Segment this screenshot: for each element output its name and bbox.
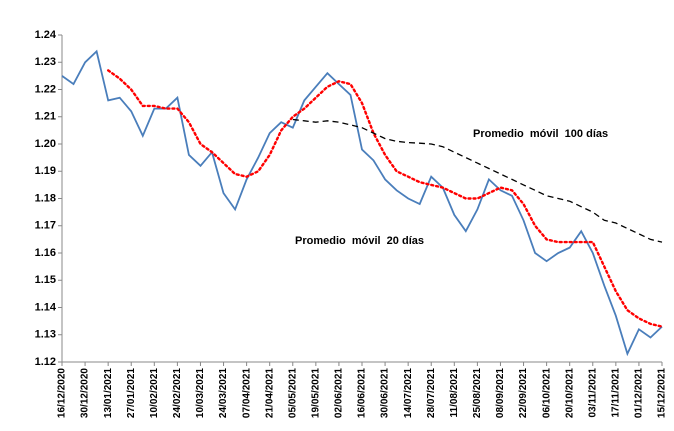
x-tick-label: 10/02/2021	[149, 368, 160, 418]
x-tick-label: 30/06/2021	[380, 368, 391, 418]
y-tick-label: 1.23	[35, 56, 56, 68]
x-tick-label: 17/11/2021	[610, 368, 621, 418]
y-tick-label: 1.22	[35, 83, 56, 95]
y-tick-label: 1.12	[35, 356, 56, 368]
x-tick-label: 22/09/2021	[518, 368, 529, 418]
series-label: Promedio móvil 20 días	[295, 235, 424, 247]
series-line	[107, 69, 664, 328]
x-tick-label: 19/05/2021	[310, 368, 321, 418]
x-tick-label: 16/12/2020	[57, 368, 68, 418]
x-tick-label: 02/06/2021	[334, 368, 345, 418]
x-tick-label: 05/05/2021	[287, 368, 298, 418]
x-tick-label: 21/04/2021	[264, 368, 275, 418]
y-tick-label: 1.20	[35, 138, 56, 150]
y-tick-label: 1.14	[35, 301, 57, 313]
x-tick-label: 13/01/2021	[103, 368, 114, 418]
x-tick-label: 07/04/2021	[241, 368, 252, 418]
x-tick-label: 27/01/2021	[126, 368, 137, 418]
y-tick-label: 1.17	[35, 220, 56, 232]
x-tick-label: 10/03/2021	[195, 368, 206, 418]
x-tick-label: 30/12/2020	[80, 368, 91, 418]
x-tick-label: 06/10/2021	[541, 368, 552, 418]
x-tick-label: 11/08/2021	[449, 368, 460, 418]
x-tick-label: 03/11/2021	[587, 368, 598, 418]
y-tick-label: 1.18	[35, 192, 56, 204]
x-tick-label: 16/06/2021	[357, 368, 368, 418]
y-tick-label: 1.24	[35, 29, 57, 41]
y-tick-label: 1.16	[35, 247, 56, 259]
y-tick-label: 1.19	[35, 165, 56, 177]
y-tick-label: 1.15	[35, 274, 56, 286]
x-tick-label: 15/12/2021	[657, 368, 668, 418]
x-tick-label: 24/02/2021	[172, 368, 183, 418]
y-tick-label: 1.13	[35, 329, 56, 341]
x-tick-label: 14/07/2021	[403, 368, 414, 418]
x-tick-label: 20/10/2021	[564, 368, 575, 418]
x-tick-label: 24/03/2021	[218, 368, 229, 418]
x-tick-label: 28/07/2021	[426, 368, 437, 418]
y-tick-label: 1.21	[35, 111, 56, 123]
series-label: Promedio móvil 100 días	[473, 128, 608, 140]
x-tick-label: 25/08/2021	[472, 368, 483, 418]
x-tick-label: 01/12/2021	[634, 368, 645, 418]
x-tick-label: 08/09/2021	[495, 368, 506, 418]
series-line	[292, 118, 663, 243]
